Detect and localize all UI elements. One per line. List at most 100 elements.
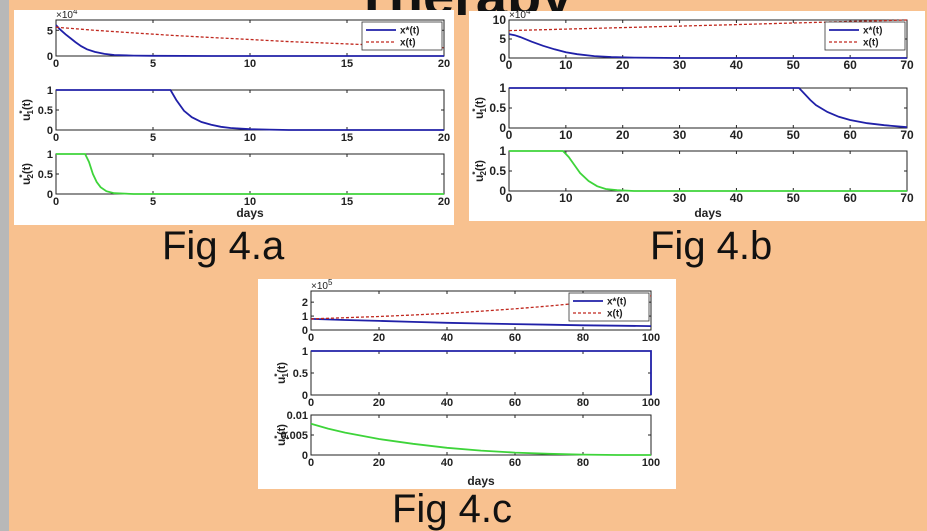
legend-label-x-star: x*(t) — [607, 297, 626, 308]
x-tick-label: 60 — [843, 128, 857, 142]
x-tick-label: 20 — [438, 196, 450, 208]
y-multiplier-label: ×105 — [311, 279, 333, 292]
x-tick-label: 10 — [244, 196, 256, 208]
legend-box — [824, 21, 906, 51]
axes-box — [55, 89, 445, 131]
figure-panel-a: 0 5 10 15 20 0 5 ×104 x*(t) x(t) 0 5 10 15 20 0 0.5 1 u*1(… — [14, 10, 454, 225]
x-tick-label: 5 — [150, 132, 156, 144]
y-axis-label: u*1(t) — [273, 362, 290, 384]
y-axis-label-symbol: u — [19, 114, 33, 121]
legend-label-x-star: x*(t) — [863, 26, 882, 37]
y-tick-label: 0.01 — [287, 410, 308, 422]
x-tick-label: 40 — [441, 397, 453, 409]
x-tick-label: 20 — [373, 397, 385, 409]
y-axis-label-symbol: u — [274, 439, 288, 446]
y-tick-label: 0 — [302, 450, 308, 462]
y-multiplier-base: ×10 — [509, 11, 526, 21]
x-tick-label: 5 — [150, 58, 156, 70]
y-tick-label: 0.5 — [38, 169, 53, 181]
y-multiplier-base: ×10 — [311, 281, 328, 292]
caption-fig-a: Fig 4.a — [162, 224, 285, 268]
x-tick-label: 5 — [150, 196, 156, 208]
y-axis-label-star: * — [273, 435, 282, 439]
x-tick-label: 60 — [509, 397, 521, 409]
y-axis-label-star: * — [273, 373, 282, 377]
y-tick-label: 1 — [302, 311, 308, 323]
y-axis-label-argument: (t) — [21, 163, 33, 174]
y-tick-label: 0 — [47, 125, 53, 137]
y-multiplier-label: ×104 — [56, 10, 78, 21]
series-line-x — [310, 295, 652, 320]
x-tick-label: 20 — [438, 132, 450, 144]
y-tick-label: 1 — [47, 85, 53, 97]
y-axis-label-argument: (t) — [474, 97, 486, 108]
y-tick-label: 1 — [47, 149, 53, 161]
y-tick-label: 0.005 — [280, 430, 308, 442]
x-tick-label: 0 — [506, 128, 513, 142]
x-tick-label: 20 — [616, 191, 630, 205]
y-tick-label: 10 — [493, 13, 507, 27]
y-multiplier-base: ×10 — [56, 10, 73, 21]
y-tick-label: 2 — [302, 297, 308, 309]
x-tick-label: 60 — [509, 457, 521, 469]
y-axis-label: u*2(t) — [18, 163, 35, 185]
y-tick-label: 0.5 — [489, 101, 506, 115]
x-tick-label: 0 — [308, 397, 314, 409]
legend: x*(t)x(t) — [824, 21, 906, 51]
x-tick-label: 0 — [308, 332, 314, 344]
series-line-x-star — [508, 33, 907, 59]
y-multiplier-label: ×104 — [509, 11, 531, 21]
x-tick-label: 40 — [730, 191, 744, 205]
caption-fig-c: Fig 4.c — [392, 487, 513, 531]
y-tick-label: 0 — [302, 325, 308, 337]
y-multiplier-exponent: 4 — [73, 10, 78, 16]
x-tick-label: 50 — [787, 191, 801, 205]
x-tick-label: 80 — [577, 397, 589, 409]
x-tick-label: 10 — [559, 128, 573, 142]
y-tick-label: 0 — [499, 51, 506, 65]
x-tick-label: 100 — [642, 397, 660, 409]
y-axis-label: u*2(t) — [273, 424, 290, 446]
fig-a-subplot-3: 0 5 10 15 20 0 0.5 1 u*2(t) — [18, 149, 450, 208]
y-multiplier-exponent: 5 — [328, 279, 333, 287]
axes-box — [310, 350, 652, 396]
x-tick-label: 40 — [730, 128, 744, 142]
y-axis-label: u*1(t) — [471, 97, 488, 119]
y-axis-label-argument: (t) — [276, 362, 288, 373]
y-multiplier-exponent: 4 — [526, 11, 531, 16]
x-tick-label: 30 — [673, 128, 687, 142]
x-tick-label: 40 — [441, 332, 453, 344]
y-axis-label-subscript: 1 — [281, 372, 290, 377]
y-axis-label-argument: (t) — [21, 99, 33, 110]
y-axis-label-star: * — [471, 171, 480, 175]
x-tick-label: 30 — [673, 191, 687, 205]
y-tick-label: 0 — [499, 121, 506, 135]
x-tick-label: 0 — [53, 196, 59, 208]
x-tick-label: 70 — [900, 191, 914, 205]
y-axis-label-star: * — [471, 108, 480, 112]
y-tick-label: 5 — [47, 25, 53, 37]
y-axis-label-subscript: 2 — [26, 173, 35, 178]
x-tick-label: 20 — [616, 128, 630, 142]
axes-box — [310, 414, 652, 456]
y-axis-label-argument: (t) — [474, 160, 486, 171]
y-axis-label-symbol: u — [472, 175, 486, 182]
axes-box — [508, 150, 908, 192]
y-tick-label: 0 — [499, 184, 506, 198]
y-axis-label-argument: (t) — [276, 424, 288, 435]
y-tick-label: 0 — [47, 51, 53, 63]
figure-panel-c: 0 20 40 60 80 100 0 1 2 ×105 x*(t) x(t) 0 20 40 60 80 100… — [258, 279, 676, 489]
fig-c-subplot-3: 0 20 40 60 80 100 0 0.005 0.01 u*2(t) — [273, 410, 660, 469]
x-tick-label: 0 — [53, 132, 59, 144]
x-tick-label: 50 — [787, 58, 801, 72]
x-tick-label: 0 — [53, 58, 59, 70]
x-tick-label: 100 — [642, 457, 660, 469]
x-tick-label: 20 — [373, 457, 385, 469]
x-tick-label: 10 — [559, 58, 573, 72]
